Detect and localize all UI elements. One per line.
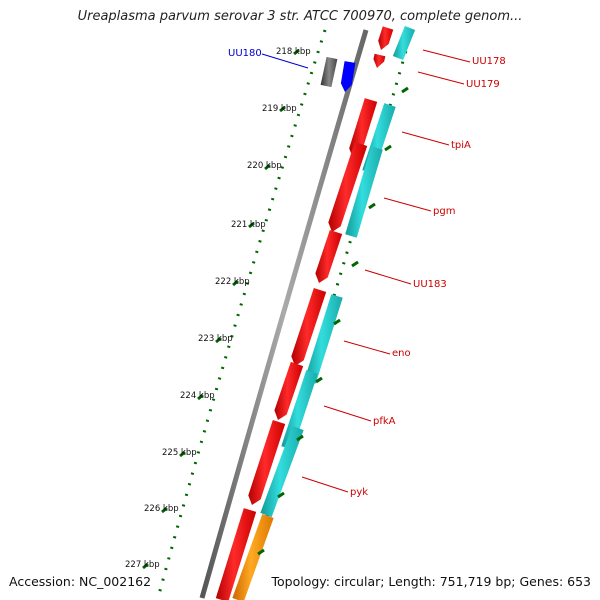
- label-leader-line: [422, 49, 471, 63]
- major-tick: [384, 144, 392, 152]
- major-tick: [315, 376, 323, 384]
- major-tick: [142, 562, 149, 570]
- feature-track: [215, 25, 416, 600]
- tick-label: 220 kbp: [247, 161, 282, 171]
- tick-label: 225 kbp: [162, 448, 197, 458]
- tick-label: 226 kbp: [144, 504, 179, 514]
- tick-label: 221 kbp: [231, 220, 266, 230]
- accession-text: Accession: NC_002162: [9, 574, 152, 589]
- major-tick: [257, 548, 265, 556]
- major-tick: [264, 163, 271, 171]
- gene-eno-cyan[interactable]: [304, 294, 343, 384]
- gene-pfka-cyan[interactable]: [281, 370, 318, 450]
- major-tick: [179, 450, 186, 458]
- major-tick: [279, 105, 286, 113]
- major-tick: [277, 491, 285, 499]
- major-tick: [296, 434, 304, 442]
- gene-uu180-cds[interactable]: [340, 61, 356, 92]
- gene-label-pfka[interactable]: pfkA: [373, 416, 396, 427]
- gene-pgm-cyan[interactable]: [345, 146, 383, 238]
- gene-label-eno[interactable]: eno: [392, 348, 411, 359]
- major-tick: [215, 336, 222, 344]
- gene-label-tpia[interactable]: tpiA: [451, 140, 471, 151]
- gene-label-uu183[interactable]: UU183: [413, 279, 447, 290]
- major-tick: [197, 393, 204, 401]
- tick-label: 227 kbp: [125, 560, 160, 570]
- gene-label-uu179[interactable]: UU179: [466, 79, 500, 90]
- rna-orange-feature[interactable]: [232, 513, 274, 600]
- label-leader-line: [383, 197, 432, 212]
- gene-uu179-cds[interactable]: [373, 53, 386, 68]
- tick-label: 222 kbp: [215, 277, 250, 287]
- genome-summary-text: Topology: circular; Length: 751,719 bp; …: [271, 574, 592, 589]
- tick-marks: [142, 48, 409, 570]
- gene-uu183-cds[interactable]: [315, 229, 343, 283]
- label-leader-line: [301, 476, 349, 493]
- gene-next-cds[interactable]: [215, 508, 257, 600]
- major-tick: [401, 86, 409, 94]
- tick-label: 224 kbp: [180, 391, 215, 401]
- gene-uu178-cyan[interactable]: [392, 25, 416, 61]
- gene-pyk-cds[interactable]: [248, 419, 286, 505]
- label-leader-line: [401, 131, 450, 146]
- gene-eno-cds[interactable]: [291, 287, 327, 366]
- gene-pyk-cyan[interactable]: [260, 425, 304, 518]
- tick-label: 218 kbp: [276, 47, 311, 57]
- gene-label-uu178[interactable]: UU178: [472, 56, 506, 67]
- label-leader-line: [261, 53, 309, 69]
- label-leaders: [261, 49, 471, 493]
- gene-label-uu180[interactable]: UU180: [228, 48, 262, 59]
- gene-pgm-cds[interactable]: [328, 141, 368, 232]
- tick-labels: 218 kbp 219 kbp 220 kbp 221 kbp 222 kbp …: [125, 47, 311, 570]
- genome-backbone: [199, 29, 369, 599]
- label-leader-line: [323, 405, 372, 422]
- major-tick: [368, 202, 376, 210]
- gene-uu178-cds[interactable]: [378, 26, 394, 50]
- major-tick: [232, 279, 239, 287]
- tick-label: 219 kbp: [262, 104, 297, 114]
- major-tick: [333, 318, 341, 326]
- major-tick: [293, 48, 300, 56]
- major-tick: [351, 260, 359, 268]
- tick-arc-dotted: [156, 29, 327, 599]
- gene-pfka-cds[interactable]: [274, 361, 304, 420]
- gene-label-pyk[interactable]: pyk: [350, 487, 368, 498]
- gene-label-pgm[interactable]: pgm: [433, 206, 455, 217]
- label-leader-line: [364, 269, 412, 285]
- major-tick: [161, 506, 168, 514]
- gene-labels: UU180 UU178 UU179 tpiA pgm UU183 eno pfk…: [228, 48, 506, 498]
- label-leader-line: [417, 71, 465, 85]
- gene-uu180-grey[interactable]: [320, 56, 338, 88]
- map-title: Ureaplasma parvum serovar 3 str. ATCC 70…: [77, 9, 523, 24]
- major-tick: [248, 221, 255, 229]
- tick-label: 223 kbp: [198, 334, 233, 344]
- label-leader-line: [343, 340, 391, 355]
